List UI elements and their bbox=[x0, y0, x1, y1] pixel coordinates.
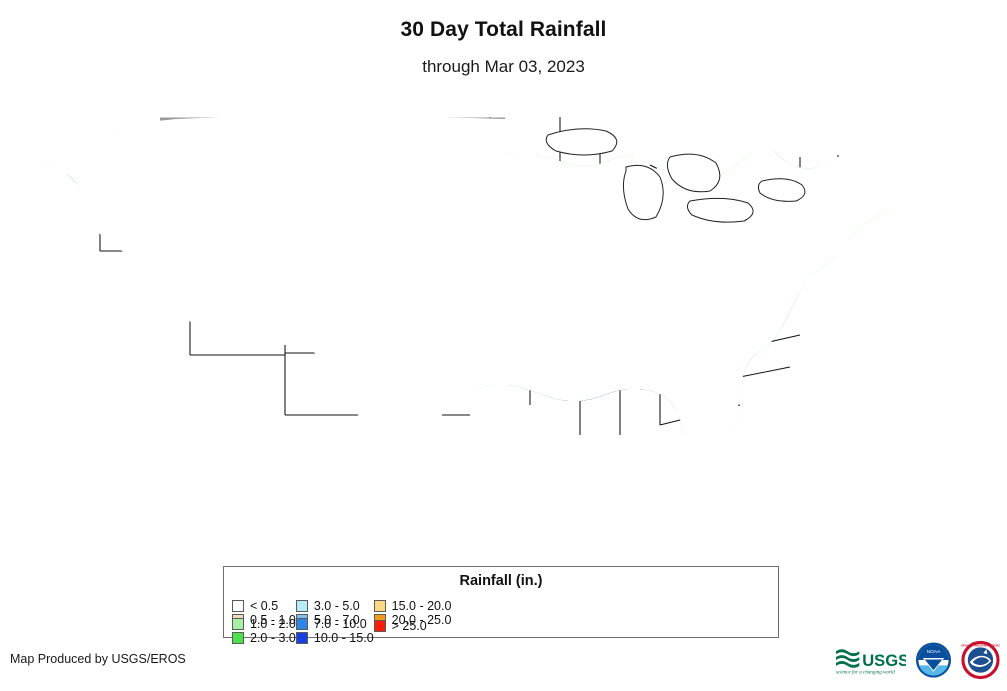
agency-logos: USGS science for a changing world NOAA N… bbox=[834, 636, 1000, 684]
great-lakes bbox=[545, 128, 806, 223]
legend-column-2: 1.0 - 2.0 2.0 - 3.0 bbox=[232, 617, 296, 645]
legend-swatch-icon bbox=[373, 600, 386, 612]
rainfall-map[interactable] bbox=[0, 105, 1007, 560]
usgs-logo-tagline: science for a changing world bbox=[836, 669, 895, 676]
legend-label: 5.0 - 7.0 bbox=[313, 613, 360, 627]
legend-swatch-icon bbox=[295, 632, 308, 644]
nws-logo-text: NATIONAL WEATHER SERVICE bbox=[961, 644, 1000, 648]
legend-item-15-0-20-0: 15.0 - 20.0 bbox=[373, 599, 452, 613]
legend-swatch-icon bbox=[373, 620, 386, 632]
legend-item-1-0-2-0: 1.0 - 2.0 bbox=[232, 617, 296, 631]
legend-swatch-icon bbox=[295, 600, 308, 612]
legend-item-10-0-15-0: 10.0 - 15.0 bbox=[295, 631, 374, 645]
page-title: 30 Day Total Rainfall bbox=[400, 18, 607, 41]
legend-box: Rainfall (in.) < 0.5 0.5 - 1.0 1.0 - 2.0… bbox=[223, 566, 779, 645]
legend-column-1: < 0.5 0.5 - 1.0 bbox=[232, 599, 296, 627]
legend-label: 7.0 - 10.0 bbox=[313, 617, 367, 631]
legend-item-3-0-5-0: 3.0 - 5.0 bbox=[295, 599, 374, 613]
legend-item-2-0-3-0: 2.0 - 3.0 bbox=[232, 631, 296, 645]
legend-column-5: 15.0 - 20.0 20.0 - 25.0 bbox=[373, 599, 452, 627]
legend-label: 0.5 - 1.0 bbox=[250, 613, 296, 627]
title-block: 30 Day Total Rainfall through Mar 03, 20… bbox=[0, 0, 1007, 77]
nws-logo: NATIONAL WEATHER SERVICE bbox=[961, 640, 1000, 680]
legend-label: 15.0 - 20.0 bbox=[391, 599, 452, 613]
legend-column-6: > 25.0 bbox=[373, 617, 452, 635]
legend-swatch-icon bbox=[232, 600, 244, 612]
legend-item-lt-0-5: < 0.5 bbox=[232, 599, 296, 613]
legend-title: Rainfall (in.) bbox=[459, 573, 543, 589]
legend-label: > 25.0 bbox=[391, 619, 427, 633]
map-credit: Map Produced by USGS/EROS bbox=[10, 652, 186, 666]
noaa-logo: NOAA bbox=[916, 642, 952, 678]
legend-label: 2.0 - 3.0 bbox=[250, 631, 296, 645]
legend-swatch-icon bbox=[232, 632, 244, 644]
us-rainfall-choropleth[interactable] bbox=[0, 105, 1007, 560]
national-boundary bbox=[34, 116, 919, 466]
legend-label: < 0.5 bbox=[250, 599, 279, 613]
legend-label: 3.0 - 5.0 bbox=[313, 599, 360, 613]
legend-swatch-icon bbox=[232, 618, 244, 630]
usgs-logo: USGS science for a changing world bbox=[835, 649, 906, 676]
legend-item-gt-25-0: > 25.0 bbox=[373, 617, 452, 635]
legend-label: 20.0 - 25.0 bbox=[391, 613, 452, 627]
legend-entries: < 0.5 0.5 - 1.0 1.0 - 2.0 2.0 - 3.0 3.0 … bbox=[232, 599, 452, 645]
legend-label: 1.0 - 2.0 bbox=[250, 617, 296, 631]
noaa-logo-text: NOAA bbox=[927, 649, 942, 655]
usgs-logo-text: USGS bbox=[862, 651, 906, 670]
legend-label: 10.0 - 15.0 bbox=[313, 631, 374, 645]
page-subtitle: through Mar 03, 2023 bbox=[422, 57, 585, 76]
legend-column-3: 3.0 - 5.0 5.0 - 7.0 bbox=[295, 599, 374, 627]
legend-swatch-icon bbox=[295, 618, 308, 630]
legend-item-7-0-10-0: 7.0 - 10.0 bbox=[295, 617, 374, 631]
legend-column-4: 7.0 - 10.0 10.0 - 15.0 bbox=[295, 617, 374, 645]
